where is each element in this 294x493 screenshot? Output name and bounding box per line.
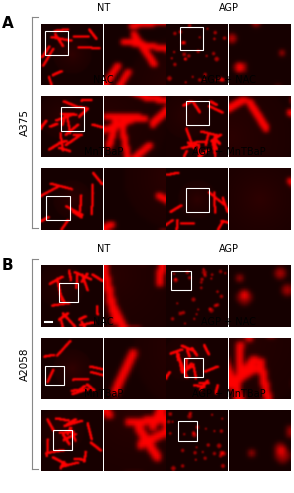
Text: NT: NT	[97, 245, 110, 254]
Bar	[59, 283, 78, 303]
Text: B: B	[1, 258, 13, 273]
Bar	[46, 196, 70, 220]
Text: AGP: AGP	[218, 3, 239, 13]
Text: NAC: NAC	[93, 317, 114, 327]
Bar	[184, 357, 203, 377]
Text: AGP: AGP	[218, 245, 239, 254]
Bar	[178, 422, 197, 441]
Bar	[45, 32, 68, 55]
Text: MnTBaP: MnTBaP	[84, 389, 123, 399]
Bar	[186, 188, 209, 211]
Text: A375: A375	[20, 109, 30, 136]
Text: AGP + NAC: AGP + NAC	[201, 317, 256, 327]
Bar	[61, 107, 84, 131]
Text: NAC: NAC	[93, 75, 114, 85]
Text: AGP + MnTBaP: AGP + MnTBaP	[192, 147, 265, 157]
Text: A: A	[1, 16, 13, 31]
Bar	[180, 27, 203, 50]
Bar	[186, 101, 209, 125]
Bar	[171, 271, 191, 290]
Bar	[53, 430, 72, 450]
Bar	[45, 366, 64, 385]
Text: MnTBaP: MnTBaP	[84, 147, 123, 157]
Text: AGP + MnTBaP: AGP + MnTBaP	[192, 389, 265, 399]
Text: A2058: A2058	[20, 348, 30, 381]
Text: NT: NT	[97, 3, 110, 13]
Text: AGP + NAC: AGP + NAC	[201, 75, 256, 85]
